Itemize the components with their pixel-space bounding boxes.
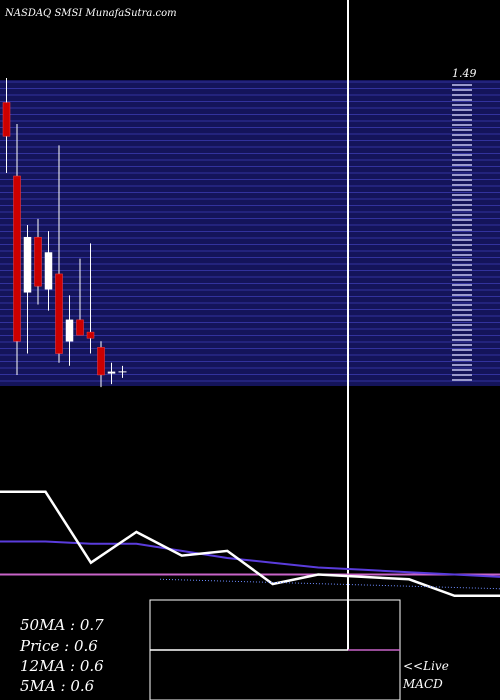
- price-tick-mark: [452, 89, 472, 91]
- price-tick-mark: [452, 174, 472, 176]
- macd-panel: [0, 490, 500, 598]
- candle-body: [65, 319, 74, 342]
- candle-body: [34, 236, 42, 287]
- price-tick-mark: [452, 219, 472, 221]
- candlestick-series: [2, 78, 127, 388]
- price-gridlines: [0, 81, 500, 382]
- candle-body: [107, 371, 116, 374]
- price-tick-mark: [452, 299, 472, 301]
- macd-line: [0, 490, 500, 598]
- stat-50ma: 50MA : 0.7: [20, 616, 104, 634]
- price-tick-mark: [452, 294, 472, 296]
- price-tick-mark: [452, 274, 472, 276]
- price-tick-mark: [452, 244, 472, 246]
- price-tick-mark: [452, 199, 472, 201]
- price-tick-mark: [452, 99, 472, 101]
- signal-line: [0, 540, 500, 578]
- candle-body: [2, 102, 11, 137]
- price-tick-mark: [452, 184, 472, 186]
- price-tick-mark: [452, 119, 472, 121]
- price-tick-mark: [452, 204, 472, 206]
- price-tick-mark: [452, 149, 472, 151]
- chart-title: NASDAQ SMSI MunafaSutra.com: [4, 8, 177, 19]
- price-tick-column: [452, 84, 472, 381]
- price-tick-mark: [452, 139, 472, 141]
- price-tick-mark: [452, 189, 472, 191]
- price-tick-mark: [452, 159, 472, 161]
- price-tick-mark: [452, 114, 472, 116]
- price-tick-mark: [452, 179, 472, 181]
- price-tick-mark: [452, 369, 472, 371]
- candle-body: [23, 236, 32, 293]
- stat-price: Price : 0.6: [19, 637, 98, 655]
- price-tick-mark: [452, 84, 472, 86]
- stat-12ma: 12MA : 0.6: [20, 657, 104, 675]
- candle-body: [55, 273, 63, 354]
- price-panel: [0, 80, 500, 386]
- price-tick-mark: [452, 209, 472, 211]
- price-tick-mark: [452, 359, 472, 361]
- macd-label: MACD: [402, 677, 443, 691]
- price-tick-mark: [452, 254, 472, 256]
- price-tick-mark: [452, 154, 472, 156]
- price-tick-mark: [452, 239, 472, 241]
- price-tick-mark: [452, 134, 472, 136]
- histogram-trace: [159, 578, 500, 590]
- price-tick-mark: [452, 279, 472, 281]
- price-tick-mark: [452, 264, 472, 266]
- price-tick-mark: [452, 124, 472, 126]
- candle-body: [97, 347, 105, 376]
- price-tick-mark: [452, 354, 472, 356]
- candle-body: [86, 331, 95, 339]
- price-tick-mark: [452, 269, 472, 271]
- candle-body: [13, 175, 21, 342]
- stat-5ma: 5MA : 0.6: [20, 677, 95, 695]
- price-tick-mark: [452, 319, 472, 321]
- price-tick-mark: [452, 329, 472, 331]
- price-tick-mark: [452, 304, 472, 306]
- price-tick-mark: [452, 224, 472, 226]
- price-tick-mark: [452, 164, 472, 166]
- price-tick-mark: [452, 289, 472, 291]
- price-tick-mark: [452, 284, 472, 286]
- live-link[interactable]: <<Live: [403, 659, 449, 673]
- price-tick-mark: [452, 249, 472, 251]
- price-tick-mark: [452, 259, 472, 261]
- price-tick-mark: [452, 349, 472, 351]
- price-tick-mark: [452, 339, 472, 341]
- candle-body: [76, 319, 84, 336]
- price-tick-mark: [452, 94, 472, 96]
- price-tick-mark: [452, 334, 472, 336]
- price-tick-mark: [452, 129, 472, 131]
- candle-body: [44, 252, 53, 290]
- price-tick-mark: [452, 104, 472, 106]
- price-tick-mark: [452, 364, 472, 366]
- price-tick-mark: [452, 234, 472, 236]
- price-tick-mark: [452, 144, 472, 146]
- price-tick-mark: [452, 314, 472, 316]
- price-tick-mark: [452, 374, 472, 376]
- price-tick-mark: [452, 309, 472, 311]
- price-tick-mark: [452, 229, 472, 231]
- price-tick-mark: [452, 214, 472, 216]
- price-tick-mark: [452, 324, 472, 326]
- price-tick-mark: [452, 169, 472, 171]
- price-tick-mark: [452, 109, 472, 111]
- price-tick-mark: [452, 379, 472, 381]
- price-tick-mark: [452, 344, 472, 346]
- price-scale-label: 1.49: [452, 67, 477, 80]
- price-tick-mark: [452, 194, 472, 196]
- ma-legend: 50MA : 0.7 Price : 0.6 12MA : 0.6 5MA : …: [19, 616, 104, 695]
